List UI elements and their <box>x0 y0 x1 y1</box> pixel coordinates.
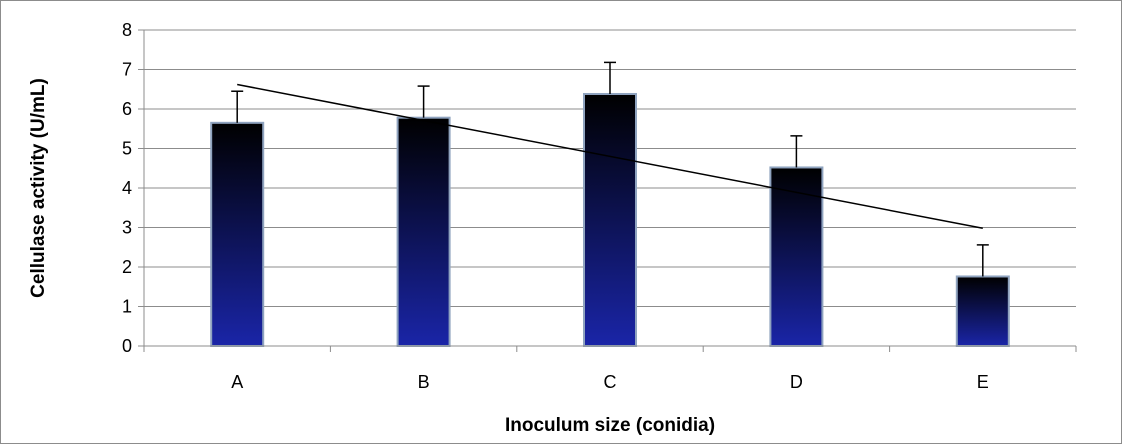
y-tick-label: 0 <box>122 336 132 356</box>
y-tick-label: 3 <box>122 218 132 238</box>
x-tick-label: E <box>977 372 989 392</box>
bar-a <box>210 121 265 347</box>
error-bars <box>231 61 989 277</box>
x-axis-title: Inoculum size (conidia) <box>505 415 715 436</box>
x-tick-label: C <box>604 372 617 392</box>
y-tick-label: 6 <box>122 99 132 119</box>
y-tick-label: 4 <box>122 178 132 198</box>
y-tick-label: 2 <box>122 257 132 277</box>
bars <box>210 92 1010 348</box>
x-tick-label: B <box>418 372 430 392</box>
trendline <box>237 83 983 230</box>
y-tick-label: 5 <box>122 139 132 159</box>
y-tick-label: 8 <box>122 20 132 40</box>
x-tick-label: D <box>790 372 803 392</box>
y-axis-title: Cellulase activity (U/mL) <box>28 78 49 298</box>
x-tick-label: A <box>231 372 243 392</box>
axes: 0 1 2 3 4 5 6 7 8 A B C D E <box>122 20 1077 392</box>
y-tick-label: 7 <box>122 60 132 80</box>
bar-d <box>769 166 824 347</box>
bar-e <box>955 275 1010 348</box>
y-tick-label: 1 <box>122 297 132 317</box>
bar-b <box>396 116 451 347</box>
trendline-group <box>237 83 983 230</box>
bar-c <box>583 92 637 347</box>
